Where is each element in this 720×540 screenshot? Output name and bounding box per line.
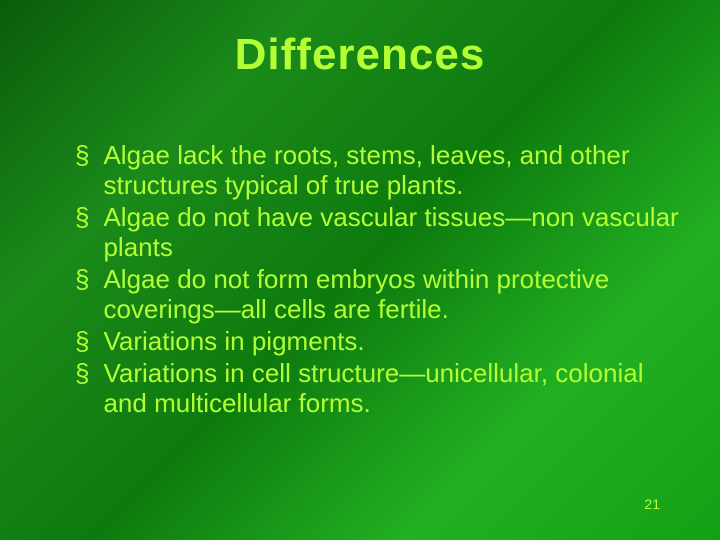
bullet-text: Algae do not form embryos within protect… — [103, 264, 680, 324]
slide-title: Differences — [0, 0, 720, 80]
bullet-item: § Variations in pigments. — [75, 326, 680, 356]
bullet-text: Algae lack the roots, stems, leaves, and… — [103, 140, 680, 200]
bullet-text: Variations in pigments. — [103, 326, 364, 356]
bullet-item: § Algae lack the roots, stems, leaves, a… — [75, 140, 680, 200]
bullet-item: § Algae do not form embryos within prote… — [75, 264, 680, 324]
slide-container: Differences § Algae lack the roots, stem… — [0, 0, 720, 540]
bullet-item: § Variations in cell structure—unicellul… — [75, 358, 680, 418]
bullet-marker-icon: § — [75, 358, 89, 388]
bullet-text: Variations in cell structure—unicellular… — [103, 358, 680, 418]
bullet-item: § Algae do not have vascular tissues—non… — [75, 202, 680, 262]
bullet-marker-icon: § — [75, 140, 89, 170]
bullet-text: Algae do not have vascular tissues—non v… — [103, 202, 680, 262]
bullet-marker-icon: § — [75, 202, 89, 232]
page-number: 21 — [644, 496, 660, 512]
slide-body: § Algae lack the roots, stems, leaves, a… — [0, 140, 720, 418]
bullet-marker-icon: § — [75, 326, 89, 356]
bullet-marker-icon: § — [75, 264, 89, 294]
